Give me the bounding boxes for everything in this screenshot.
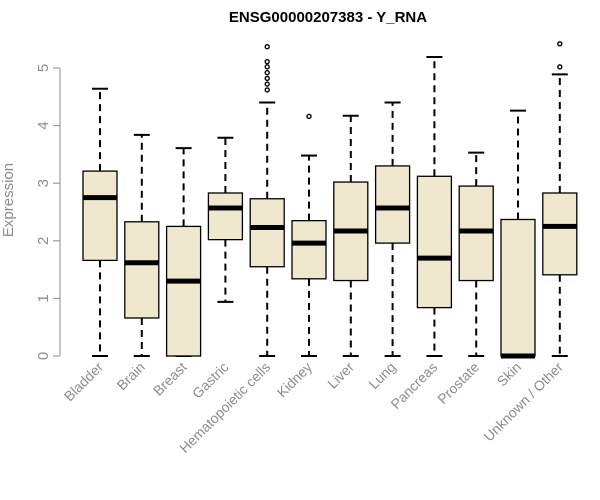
x-tick-label: Bladder xyxy=(61,359,107,405)
box-0 xyxy=(82,87,118,357)
y-tick-label: 5 xyxy=(35,64,52,72)
box-11 xyxy=(542,41,578,357)
y-tick-label: 2 xyxy=(35,237,52,245)
outlier-point xyxy=(264,87,270,93)
box-8 xyxy=(416,56,453,357)
box-5 xyxy=(291,113,327,357)
outlier-point xyxy=(264,64,270,70)
y-axis-label: Expression xyxy=(0,163,17,237)
box-2 xyxy=(165,147,202,357)
outlier-point xyxy=(264,69,270,76)
x-tick-label: Skin xyxy=(494,359,525,390)
y-tick-label: 4 xyxy=(35,121,52,129)
x-tick-label: Unknown / Other xyxy=(480,359,566,445)
outlier-point xyxy=(264,81,270,87)
x-tick-label: Kidney xyxy=(274,359,316,401)
box-6 xyxy=(333,114,369,357)
outlier-point xyxy=(264,75,270,82)
chart-title: ENSG00000207383 - Y_RNA xyxy=(229,9,427,26)
outlier-point xyxy=(264,58,270,65)
outlier-point xyxy=(557,41,563,47)
box-rect xyxy=(291,219,327,280)
x-tick-label: Prostate xyxy=(434,359,482,407)
box-7 xyxy=(374,101,411,357)
box-10 xyxy=(500,109,536,359)
y-tick-label: 1 xyxy=(35,294,52,302)
y-tick-label: 0 xyxy=(35,352,52,360)
box-rect xyxy=(82,170,118,262)
box-rect xyxy=(124,221,160,319)
box-1 xyxy=(124,133,160,357)
box-rect xyxy=(500,218,536,357)
outlier-point xyxy=(264,43,270,50)
box-rect xyxy=(542,192,578,276)
x-tick-label: Lung xyxy=(365,359,398,392)
box-4 xyxy=(249,43,285,357)
outlier-point xyxy=(557,64,563,70)
x-tick-label: Breast xyxy=(150,359,190,399)
y-axis: 0 1 2 3 4 5 xyxy=(35,64,61,360)
box-rect xyxy=(165,225,202,357)
box-rect xyxy=(416,175,453,309)
box-rect xyxy=(207,192,244,241)
box-9 xyxy=(458,151,494,357)
y-tick-label: 3 xyxy=(35,179,52,187)
x-tick-label: Liver xyxy=(324,359,357,392)
boxes-group xyxy=(82,41,578,359)
box-rect xyxy=(374,165,411,244)
x-tick-label: Brain xyxy=(113,359,147,393)
box-rect xyxy=(249,198,285,268)
outlier-point xyxy=(306,113,312,120)
box-3 xyxy=(207,136,244,303)
